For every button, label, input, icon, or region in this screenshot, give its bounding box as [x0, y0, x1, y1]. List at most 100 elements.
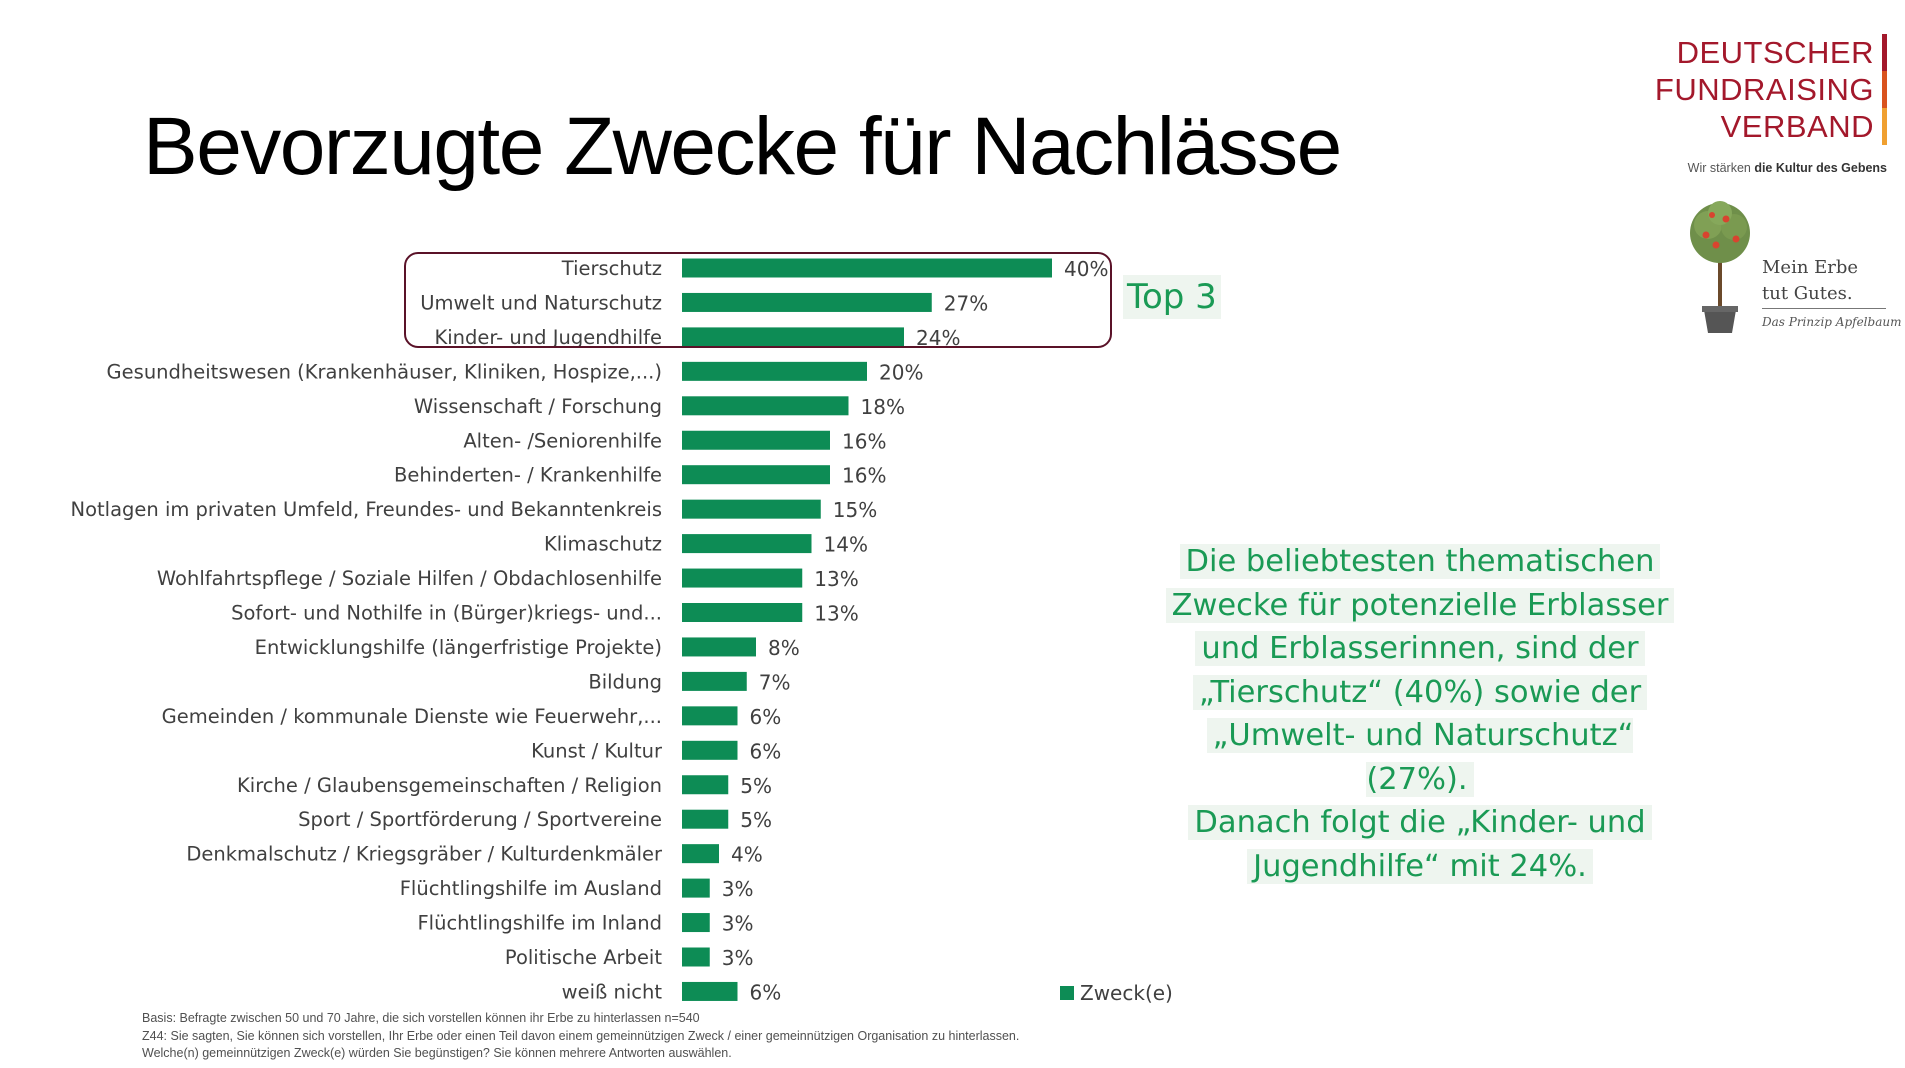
logo-color-bar	[1882, 34, 1887, 145]
summary-line: „Tierschutz“ (40%) sowie der	[1150, 671, 1690, 715]
summary-line: Die beliebtesten thematischen	[1150, 540, 1690, 584]
page-title: Bevorzugte Zwecke für Nachlässe	[143, 101, 1342, 192]
footnote: Basis: Befragte zwischen 50 und 70 Jahre…	[142, 1010, 1019, 1063]
logo-tagline-prefix: Wir stärken	[1687, 161, 1755, 175]
category-label: Gesundheitswesen (Krankenhäuser, Klinike…	[107, 360, 662, 383]
fundraising-logo: DEUTSCHER FUNDRAISING VERBAND Wir stärke…	[1655, 34, 1887, 175]
bar	[682, 361, 867, 381]
category-label: Entwicklungshilfe (längerfristige Projek…	[255, 636, 662, 659]
data-label: 6%	[750, 980, 782, 1004]
erbe-title-line: tut Gutes.	[1762, 283, 1853, 304]
erbe-subtitle: Das Prinzip Apfelbaum	[1762, 315, 1902, 329]
category-label: Wohlfahrtspflege / Soziale Hilfen / Obda…	[157, 567, 662, 590]
bar	[682, 878, 710, 898]
category-label: Behinderten- / Krankenhilfe	[394, 464, 662, 487]
bar	[682, 465, 830, 485]
data-label: 13%	[814, 602, 858, 626]
logo-line: FUNDRAISING	[1654, 72, 1874, 107]
category-label: Alten- /Seniorenhilfe	[463, 429, 662, 452]
category-label: weiß nicht	[562, 980, 663, 1003]
logo-line: DEUTSCHER	[1676, 35, 1874, 70]
summary-text: Die beliebtesten thematischen Zwecke für…	[1150, 540, 1690, 888]
summary-line: Zwecke für potenzielle Erblasser	[1150, 584, 1690, 628]
bar	[682, 327, 904, 347]
category-label: Bildung	[588, 670, 662, 693]
summary-line: „Umwelt- und Naturschutz“ (27%).	[1150, 714, 1690, 801]
data-label: 15%	[833, 498, 877, 522]
bar	[682, 258, 1052, 278]
data-label: 6%	[750, 739, 782, 763]
data-label: 14%	[824, 533, 868, 557]
data-label: 27%	[944, 291, 988, 315]
category-label: Kirche / Glaubensgemeinschaften / Religi…	[237, 774, 662, 797]
logo-tagline: Wir stärken die Kultur des Gebens	[1655, 161, 1887, 175]
summary-line: Jugendhilfe“ mit 24%.	[1150, 845, 1690, 889]
category-label: Flüchtlingshilfe im Inland	[417, 912, 662, 935]
data-label: 8%	[768, 636, 800, 660]
legend-label: Zweck(e)	[1080, 981, 1173, 1005]
bar	[682, 981, 738, 1001]
logo-bar-segment	[1882, 108, 1887, 145]
category-label: Gemeinden / kommunale Dienste wie Feuerw…	[162, 705, 662, 728]
apple-tree-logo: Mein Erbe tut Gutes. Das Prinzip Apfelba…	[1680, 195, 1901, 345]
footnote-line: Basis: Befragte zwischen 50 und 70 Jahre…	[142, 1011, 700, 1025]
bar	[682, 671, 747, 691]
logo-bar-segment	[1882, 71, 1887, 108]
chart-legend: Zweck(e)	[1060, 981, 1173, 1005]
data-label: 3%	[722, 912, 754, 936]
bar	[682, 534, 812, 554]
bar	[682, 809, 729, 829]
category-label: Sofort- und Nothilfe in (Bürger)kriegs- …	[231, 602, 662, 625]
data-label: 24%	[916, 326, 960, 350]
bar	[682, 430, 830, 450]
summary-line: Danach folgt die „Kinder- und	[1150, 801, 1690, 845]
erbe-title: Mein Erbe tut Gutes.	[1762, 255, 1858, 307]
data-label: 13%	[814, 567, 858, 591]
data-label: 7%	[759, 670, 791, 694]
data-label: 5%	[740, 808, 772, 832]
top3-callout: Top 3	[1123, 275, 1221, 319]
data-label: 18%	[861, 395, 905, 419]
category-label: Klimaschutz	[544, 533, 662, 556]
category-label: Denkmalschutz / Kriegsgräber / Kulturden…	[186, 843, 663, 866]
bar	[682, 603, 803, 622]
data-label: 3%	[722, 877, 754, 901]
data-label: 6%	[750, 705, 782, 729]
bar	[682, 740, 738, 760]
logo-tagline-bold: die Kultur des Gebens	[1754, 161, 1887, 175]
category-label: Politische Arbeit	[505, 946, 662, 969]
bar	[682, 396, 849, 416]
logo-bar-segment	[1882, 34, 1887, 71]
bar	[682, 292, 932, 312]
erbe-title-line: Mein Erbe	[1762, 257, 1859, 278]
bar	[682, 637, 756, 657]
footnote-line: Welche(n) gemeinnützigen Zweck(e) würden…	[142, 1046, 732, 1060]
data-label: 3%	[722, 946, 754, 970]
category-label: Notlagen im privaten Umfeld, Freundes- u…	[70, 498, 662, 521]
logo-text: DEUTSCHER FUNDRAISING VERBAND	[1655, 34, 1874, 145]
category-label: Kunst / Kultur	[531, 739, 663, 762]
bar	[682, 844, 719, 864]
data-label: 4%	[731, 843, 763, 867]
bar	[682, 706, 738, 726]
bar	[682, 913, 710, 933]
category-label: Kinder- und Jugendhilfe	[434, 326, 662, 349]
bar	[682, 568, 803, 588]
data-label: 16%	[842, 429, 886, 453]
category-label: Flüchtlingshilfe im Ausland	[400, 877, 662, 900]
category-label: Wissenschaft / Forschung	[414, 395, 662, 418]
apple-tree-icon	[1690, 201, 1750, 333]
logo-line: VERBAND	[1720, 109, 1874, 144]
category-label: Sport / Sportförderung / Sportvereine	[298, 808, 662, 831]
legend-swatch	[1060, 986, 1074, 1000]
erbe-divider	[1762, 308, 1886, 309]
footnote-line: Z44: Sie sagten, Sie können sich vorstel…	[142, 1028, 1020, 1043]
category-label: Umwelt und Naturschutz	[420, 291, 662, 314]
category-label: Tierschutz	[561, 257, 662, 280]
top3-highlight-frame	[404, 252, 1112, 348]
data-label: 16%	[842, 464, 886, 488]
data-label: 20%	[879, 360, 923, 384]
bar	[682, 499, 821, 519]
bar	[682, 775, 729, 795]
